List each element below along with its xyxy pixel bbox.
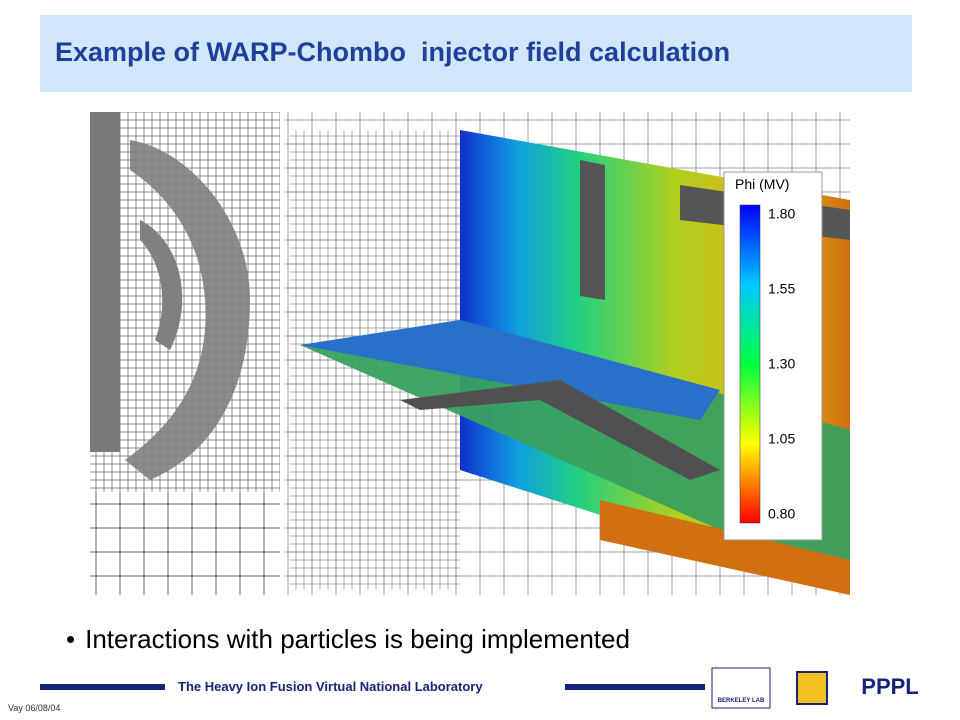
colorbar-title: Phi (MV) bbox=[735, 176, 789, 192]
footer-date: Vay 06/08/04 bbox=[8, 703, 61, 713]
mesh-panel bbox=[90, 112, 280, 595]
bullet-text: Interactions with particles is being imp… bbox=[85, 624, 630, 654]
footer-bar bbox=[40, 684, 165, 690]
footer-bar bbox=[565, 684, 705, 690]
footer-lab: The Heavy Ion Fusion Virtual National La… bbox=[178, 679, 483, 694]
logo-text: BERKELEY LAB bbox=[718, 698, 765, 704]
title-bar: Example of WARP-Chombo injector field ca… bbox=[40, 15, 912, 92]
slide-title: Example of WARP-Chombo injector field ca… bbox=[55, 37, 731, 67]
colorbar-tick-label: 1.55 bbox=[768, 281, 795, 297]
bullet-item: • Interactions with particles is being im… bbox=[66, 624, 630, 654]
colorbar-tick-label: 1.80 bbox=[768, 206, 795, 222]
colorbar-box: Phi (MV) 1.80 1.55 1.30 1.05 0.80 bbox=[723, 171, 823, 541]
colorbar bbox=[739, 204, 761, 524]
colorbar-tick-label: 1.05 bbox=[768, 431, 795, 447]
colorbar-tick-label: 1.30 bbox=[768, 356, 795, 372]
colorbar-tick-label: 0.80 bbox=[768, 506, 795, 522]
logo-text: PPPL bbox=[861, 674, 918, 699]
logos: BERKELEY LAB PPPL bbox=[711, 667, 919, 709]
